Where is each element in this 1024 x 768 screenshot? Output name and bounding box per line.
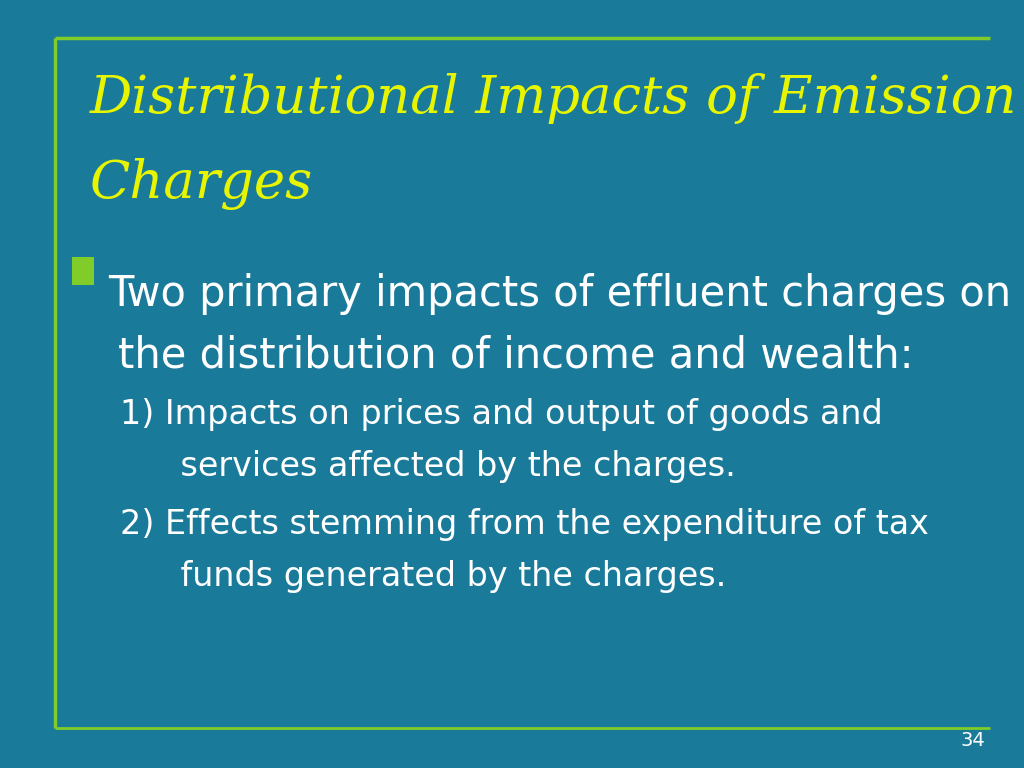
Text: Distributional Impacts of Emission: Distributional Impacts of Emission [90,73,1018,124]
Text: the distribution of income and wealth:: the distribution of income and wealth: [118,335,913,377]
Text: Two primary impacts of effluent charges on: Two primary impacts of effluent charges … [108,273,1011,315]
Text: services affected by the charges.: services affected by the charges. [138,450,736,483]
Text: 1) Impacts on prices and output of goods and: 1) Impacts on prices and output of goods… [120,398,883,431]
Bar [72,257,94,285]
Text: 34: 34 [961,731,985,750]
Text: 2) Effects stemming from the expenditure of tax: 2) Effects stemming from the expenditure… [120,508,929,541]
Text: Charges: Charges [90,158,313,210]
Text: funds generated by the charges.: funds generated by the charges. [138,560,726,593]
